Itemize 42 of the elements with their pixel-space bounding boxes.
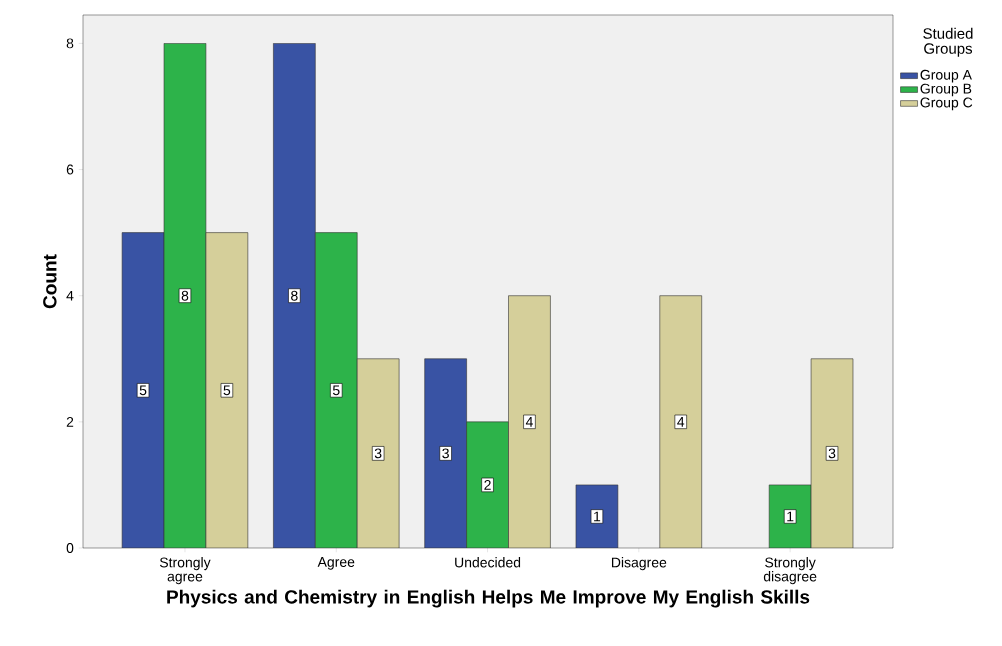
bar (315, 232, 358, 548)
legend-label: Group C (920, 97, 973, 111)
bar (273, 43, 316, 548)
bar (768, 484, 812, 548)
data-label: 5 (223, 385, 231, 396)
data-label: 5 (139, 385, 147, 396)
x-axis-title: Physics and Chemistry in English Helps Me Improve My English Skills (167, 589, 810, 608)
data-label: 8 (291, 290, 298, 301)
legend-title: Studied Groups (923, 27, 973, 57)
data-label: 3 (374, 448, 382, 459)
data-label: 1 (594, 511, 601, 522)
data-label: 8 (181, 290, 189, 301)
y-tick-label: 0 (66, 543, 74, 553)
data-label: 4 (677, 417, 685, 427)
data-label: 2 (484, 480, 491, 490)
bar (121, 232, 165, 548)
y-tick-label: 4 (66, 290, 74, 301)
bar (356, 358, 400, 548)
bar (659, 295, 702, 548)
legend-label: Group B (920, 83, 972, 97)
legend-label: Group A (920, 69, 972, 83)
y-tick-label: 8 (66, 38, 74, 49)
bar (810, 358, 854, 548)
y-axis-title: Count (43, 254, 57, 309)
y-tick-label: 2 (66, 416, 74, 427)
bar (575, 484, 619, 548)
bar (466, 421, 509, 548)
data-label: 5 (332, 385, 340, 396)
x-tick-label: Strongly agree (159, 557, 211, 585)
x-tick-label: Agree (317, 557, 355, 570)
data-label: 4 (525, 417, 533, 427)
bar (508, 295, 551, 548)
data-label: 3 (442, 448, 449, 459)
data-label: 1 (787, 511, 794, 522)
bar (205, 232, 249, 548)
data-label: 3 (828, 448, 836, 459)
bar (424, 358, 467, 548)
x-tick-label: Disagree (611, 557, 667, 571)
x-tick-label: Undecided (455, 557, 521, 568)
x-tick-label: Strongly disagree (763, 557, 817, 585)
y-tick-label: 6 (66, 164, 74, 175)
bar (163, 43, 207, 548)
